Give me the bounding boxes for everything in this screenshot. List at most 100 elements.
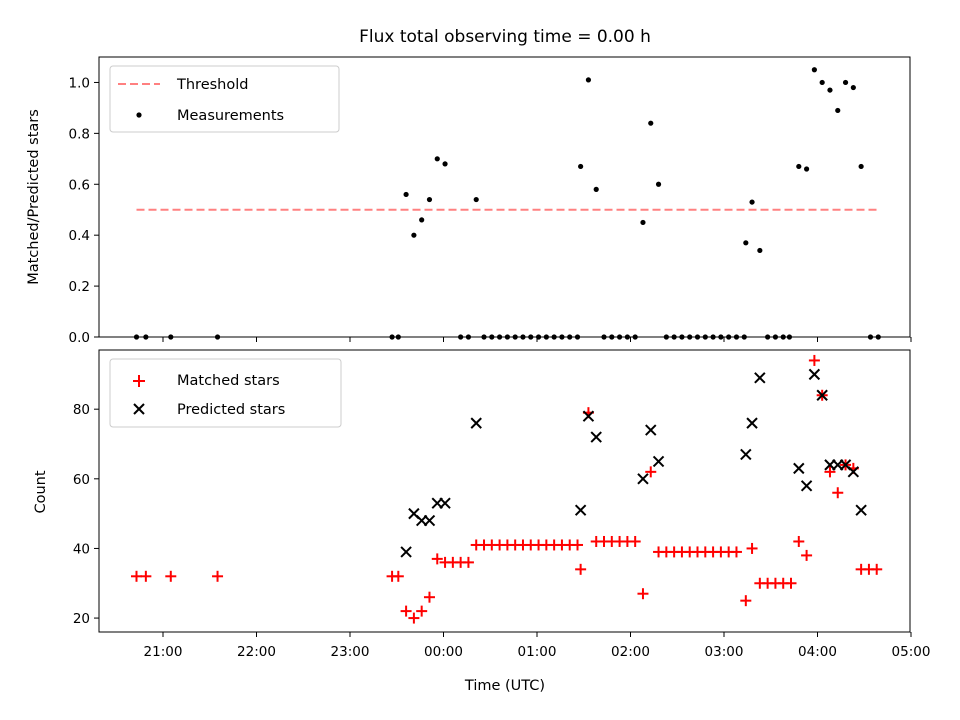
matched-star-point [212, 570, 224, 582]
bottom-y-ticks: 20 40 60 80 [73, 402, 99, 627]
measurement-point [585, 77, 592, 83]
matched-star-point [730, 546, 742, 558]
predicted-star-point [652, 455, 665, 468]
measurement-point [434, 156, 440, 162]
predicted-star-point [637, 473, 649, 485]
bottom-y-tick-label: 60 [73, 472, 90, 488]
matched-legend-label: Matched stars [177, 373, 280, 389]
x-tick-label: 05:00 [892, 644, 931, 660]
predicted-star-point [574, 504, 587, 516]
top-y-tick-label: 0.0 [69, 330, 90, 346]
x-tick-label: 21:00 [144, 644, 183, 660]
predicted-stars-layer [400, 368, 867, 558]
measurements-legend-label: Measurements [177, 108, 284, 124]
threshold-legend-label: Threshold [176, 77, 248, 93]
matched-star-point [832, 487, 844, 499]
x-tick-label: 01:00 [518, 644, 557, 660]
matched-star-point [572, 539, 584, 551]
measurement-point [796, 163, 802, 170]
matched-star-point [575, 563, 587, 575]
matched-star-point [408, 612, 420, 624]
predicted-star-point [847, 466, 860, 478]
matched-star-point [808, 354, 820, 366]
top-y-tick-label: 0.4 [69, 228, 90, 244]
bottom-legend: Matched stars Predicted stars [109, 358, 342, 428]
predicted-star-point [645, 424, 657, 436]
predicted-star-point [582, 410, 595, 422]
chart-title: Flux total observing time = 0.00 h [359, 27, 651, 47]
top-x-ticks [162, 337, 912, 342]
measurement-point [835, 107, 841, 114]
predicted-star-point [855, 504, 867, 516]
x-tick-label: 04:00 [798, 644, 837, 660]
bottom-y-tick-label: 40 [73, 541, 90, 557]
matched-star-point [140, 570, 152, 582]
predicted-star-point [400, 546, 412, 558]
flux-ratio-panel: Matched/Predicted stars 0.0 0.2 0.4 0.6 0.8 1… [26, 56, 912, 346]
x-tick-label: 02:00 [611, 644, 650, 660]
x-axis-label: Time (UTC) [464, 678, 545, 694]
measurement-point [858, 163, 864, 170]
predicted-star-point [740, 448, 752, 461]
matched-star-point [416, 605, 428, 617]
x-tick-label: 23:00 [331, 644, 370, 660]
measurement-point [827, 87, 833, 93]
matched-star-point [801, 549, 813, 561]
x-tick-label: 22:00 [237, 644, 276, 660]
predicted-star-point [746, 417, 758, 429]
measurements-legend-swatch [136, 112, 142, 118]
top-y-tick-label: 0.8 [69, 126, 90, 142]
matched-star-point [629, 535, 641, 547]
top-y-axis-label: Matched/Predicted stars [26, 109, 42, 285]
measurement-point [426, 196, 433, 203]
matched-star-point [392, 570, 404, 582]
measurement-point [811, 67, 817, 73]
measurement-point [640, 219, 646, 226]
predicted-star-point [439, 497, 451, 509]
x-tick-label: 03:00 [705, 644, 744, 660]
predicted-star-point [590, 431, 602, 443]
x-tick-label: 00:00 [424, 644, 463, 660]
measurement-point [419, 217, 425, 223]
matched-star-point [165, 570, 177, 582]
measurement-point [757, 247, 763, 254]
bottom-plot-frame [98, 349, 911, 633]
predicted-star-point [808, 368, 821, 381]
measurement-point [648, 120, 654, 126]
measurement-point [473, 196, 479, 203]
measurement-point [850, 84, 856, 91]
matched-star-point [785, 577, 797, 589]
matched-star-point [131, 570, 143, 582]
matched-star-point [423, 591, 435, 603]
top-legend: Threshold Measurements [109, 65, 340, 133]
predicted-star-point [793, 462, 805, 475]
matched-star-point [431, 553, 443, 565]
bottom-legend-box [109, 358, 342, 428]
measurement-point [403, 191, 409, 198]
top-y-ticks: 0.0 0.2 0.4 0.6 0.8 1.0 [69, 75, 99, 346]
matched-star-point [793, 535, 805, 547]
predicted-star-point [800, 480, 813, 492]
predicted-star-point [816, 389, 828, 401]
measurement-point [842, 79, 849, 86]
top-y-tick-label: 0.2 [69, 279, 90, 295]
measurement-point [803, 166, 810, 172]
measurement-point [411, 232, 417, 238]
matched-star-point [824, 466, 836, 478]
top-legend-box [109, 65, 340, 133]
matched-star-point [871, 563, 883, 575]
bottom-y-axis-label: Count [33, 470, 49, 513]
bottom-y-tick-label: 80 [73, 402, 90, 418]
predicted-star-point [754, 372, 766, 384]
matched-star-point [645, 466, 657, 478]
matched-star-point [400, 605, 412, 617]
predicted-legend-swatch [133, 403, 145, 415]
star-count-panel: Count Time (UTC) 20 40 60 80 21:00 22:00 23:0… [33, 349, 931, 694]
bottom-y-tick-label: 20 [73, 611, 90, 627]
matched-star-point [462, 556, 474, 568]
bottom-x-ticks: 21:00 22:00 23:00 00:00 01:00 02:00 03:00 04:00… [144, 632, 931, 660]
matched-star-point [746, 542, 758, 554]
top-plot-frame [98, 56, 911, 338]
top-y-tick-label: 1.0 [69, 75, 90, 91]
